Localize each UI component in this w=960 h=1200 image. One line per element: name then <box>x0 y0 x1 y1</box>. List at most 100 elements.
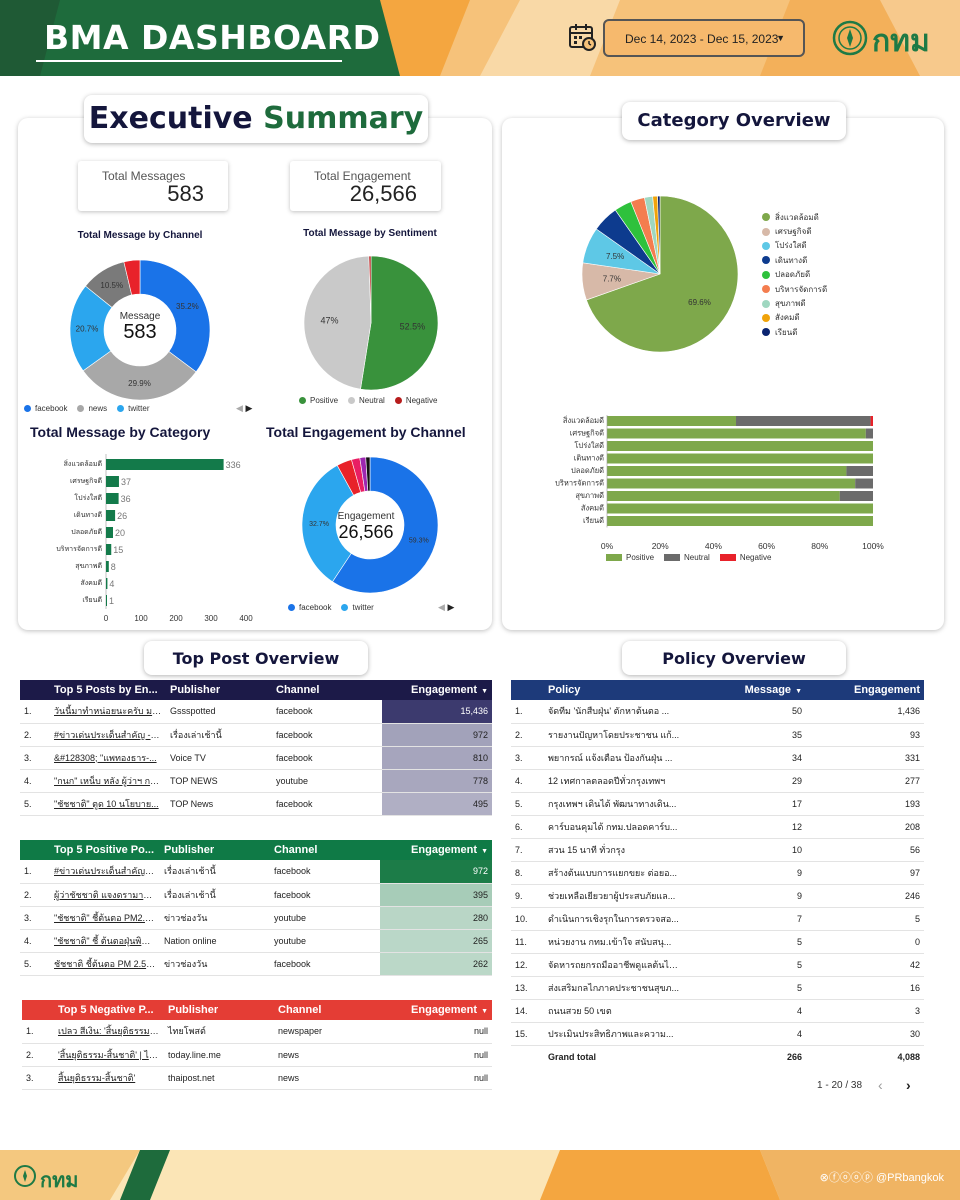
cell-post[interactable]: เปลว สีเงิน: 'สิ้นยุติธรรม-สิ้... <box>54 1020 164 1044</box>
pie-slice-news[interactable] <box>82 350 197 401</box>
page-prev-icon[interactable]: ‹ <box>878 1077 883 1093</box>
page-next-icon[interactable]: › <box>906 1077 911 1093</box>
table-row[interactable]: 13. ส่งเสริมกลไกภาคประชาชนสุขภ... 5 16 <box>511 976 924 1000</box>
stacked-bar-segment-neutral[interactable] <box>865 428 873 439</box>
engagement-by-channel-donut[interactable]: 59.3% 32.7% <box>300 453 440 598</box>
table-row[interactable]: 1. #ข่าวเด่นประเด็นสำคัญ - "... เรื่องเล่า… <box>20 860 492 884</box>
table-row[interactable]: 2. #ข่าวเด่นประเด็นสำคัญ - "ส... เรื่องเล่… <box>20 723 492 747</box>
table-row[interactable]: 3. พยากรณ์ แจ้งเตือน ป้องกันฝุ่น ... 34 331 <box>511 746 924 770</box>
message-by-category-bar-chart[interactable]: สิ่งแวดล้อมดี 336 เศรษฐกิจดี 37 โปร่งใสดี 36 เ… <box>20 448 260 626</box>
cell-post[interactable]: "ชัชชาติ" ชี้ ต้นตอฝุ่นพิษฯ... <box>50 929 160 953</box>
header-message[interactable]: Message ▼ <box>686 680 806 700</box>
message-by-channel-donut[interactable]: 35.2% 29.9% 20.7% 10.5% <box>60 250 220 410</box>
stacked-bar-segment-positive[interactable] <box>607 466 847 476</box>
table-row[interactable]: 15. ประเมินประสิทธิภาพและความ... 4 30 <box>511 1022 924 1046</box>
cell-post[interactable]: 'สิ้นยุติธรรม-สิ้นชาติ' | ไทย... <box>54 1043 164 1067</box>
pie-slice-Negative[interactable] <box>368 255 372 324</box>
cell-post[interactable]: วันนี้มาทำหน่อยนะครับ มาง... <box>50 700 166 724</box>
table-row[interactable]: 6. คาร์บอนคุมได้ กทม.ปลอดคาร์บ... 12 208 <box>511 815 924 839</box>
header-publisher[interactable]: Publisher <box>168 1004 219 1016</box>
stacked-bar-segment-neutral[interactable] <box>846 466 873 476</box>
table-row[interactable]: 1. เปลว สีเงิน: 'สิ้นยุติธรรม-สิ้... ไทยโพ… <box>22 1020 492 1044</box>
table-row[interactable]: 12. จัดหารถยกรถมืออาชีพดูแลต้นไม้... 5 42 <box>511 953 924 977</box>
stacked-bar-segment-positive[interactable] <box>607 416 737 426</box>
table-row[interactable]: 4. "ชัชชาติ" ชี้ ต้นตอฝุ่นพิษฯ... Nation o… <box>20 929 492 953</box>
table-row[interactable]: 7. สวน 15 นาที ทั่วกรุง 10 56 <box>511 838 924 862</box>
stacked-bar-segment-positive[interactable] <box>607 453 873 464</box>
table-row[interactable]: 14. ถนนสวย 50 เขต 4 3 <box>511 999 924 1023</box>
social-links[interactable]: ⊗ⓕⓞⓞⓟ @PRbangkok <box>820 1169 944 1185</box>
header-engagement[interactable]: Engagement ▼ <box>384 1000 492 1020</box>
stacked-bar-segment-neutral[interactable] <box>839 491 873 501</box>
table-row[interactable]: 2. ผู้ว่าชัชชาติ แจงดรามาคุม... เรื่องเล่า… <box>20 883 492 907</box>
header-engagement[interactable]: Engagement ▼ <box>380 840 492 860</box>
stacked-bar-segment-positive[interactable] <box>607 441 873 451</box>
pie-slice-Positive[interactable] <box>360 255 439 391</box>
caret-left-icon[interactable]: ◀ <box>438 602 445 612</box>
cell-post[interactable]: "กนก" เหน็บ หลัง ผู้ว่าฯ กท... <box>50 769 166 793</box>
stacked-bar-segment-positive[interactable] <box>607 428 866 439</box>
cell-post[interactable]: "ชัชชาติ" ชี้ต้นตอ PM2.5... <box>50 906 160 930</box>
stacked-bar-segment-positive[interactable] <box>607 478 856 489</box>
bar[interactable] <box>106 561 109 572</box>
bar[interactable] <box>106 578 108 589</box>
stacked-bar-segment-positive[interactable] <box>607 491 840 501</box>
pie-slice-facebook[interactable] <box>139 259 211 373</box>
bar[interactable] <box>106 510 116 521</box>
cell-post[interactable]: #ข่าวเด่นประเด็นสำคัญ - "ส... <box>50 723 166 747</box>
stacked-bar-segment-positive[interactable] <box>607 503 873 514</box>
message-by-sentiment-pie[interactable]: 52.5% 47% <box>296 248 446 398</box>
header-engagement[interactable]: Engagement <box>853 684 920 696</box>
cell-post[interactable]: ผู้ว่าชัชชาติ แจงดรามาคุม... <box>50 883 160 907</box>
category-pie-chart[interactable]: 69.6% 7.7% 7.5% <box>580 188 760 363</box>
cell-post[interactable]: สิ้นยุติธรรม-สิ้นชาติ' <box>54 1066 164 1090</box>
cell-post[interactable]: &#128308; "แพทองธาร-... <box>50 746 166 770</box>
table-row[interactable]: 2. 'สิ้นยุติธรรม-สิ้นชาติ' | ไทย... today.… <box>22 1043 492 1067</box>
table-row[interactable]: 2. รายงานปัญหาโดยประชาชน แก้... 35 93 <box>511 723 924 747</box>
table-row[interactable]: 11. หน่วยงาน กทม.เข้าใจ สนับสนุ... 5 0 <box>511 930 924 954</box>
table-row[interactable]: 1. จัดทีม 'นักสืบฝุ่น' ตักหาต้นตอ ... 50 1,… <box>511 700 924 724</box>
bar[interactable] <box>106 595 107 606</box>
date-range-picker[interactable]: Dec 14, 2023 - Dec 15, 2023 ▼ <box>603 19 805 57</box>
table-row[interactable]: 1. วันนี้มาทำหน่อยนะครับ มาง... Gssspotted… <box>20 700 492 724</box>
legend-pager[interactable]: ◀ ▶ <box>236 403 252 414</box>
header-post[interactable]: Top 5 Positive Po... <box>54 844 155 856</box>
caret-right-icon[interactable]: ▶ <box>447 602 455 612</box>
header-engagement[interactable]: Engagement ▼ <box>382 680 492 700</box>
table-row[interactable]: 4. 12 เทศกาลตลอดปีทั่วกรุงเทพฯ 29 277 <box>511 769 924 793</box>
header-channel[interactable]: Channel <box>274 844 318 856</box>
stacked-bar-segment-positive[interactable] <box>607 516 873 526</box>
table-row[interactable]: 3. &#128308; "แพทองธาร-... Voice TV faceboo… <box>20 746 492 770</box>
pie-slice-เรียนดี[interactable] <box>657 195 661 275</box>
legend-pager[interactable]: ◀ ▶ <box>438 602 454 613</box>
social-icons[interactable]: ⊗ⓕⓞⓞⓟ <box>819 1172 873 1184</box>
table-row[interactable]: 3. สิ้นยุติธรรม-สิ้นชาติ' thaipost.net news… <box>22 1066 492 1090</box>
table-row[interactable]: 5. ชัชชาติ ชี้ต้นตอ PM 2.5 ... ข่าวช่องวัน… <box>20 952 492 976</box>
header-post[interactable]: Top 5 Posts by En... <box>54 684 158 696</box>
table-row[interactable]: 8. สร้างต้นแบบการแยกขยะ ต่อยอ... 9 97 <box>511 861 924 885</box>
table-row[interactable]: 3. "ชัชชาติ" ชี้ต้นตอ PM2.5... ข่าวช่องวัน… <box>20 906 492 930</box>
bar[interactable] <box>106 544 112 555</box>
bar[interactable] <box>106 493 119 504</box>
table-row[interactable]: 9. ช่วยเหลือเยียวยาผู้ประสบภัยแล... 9 246 <box>511 884 924 908</box>
bar[interactable] <box>106 527 113 538</box>
header-post[interactable]: Top 5 Negative P... <box>58 1004 154 1016</box>
category-sentiment-stacked-bar[interactable]: สิ่งแวดล้อมดีเศรษฐกิจดีโปร่งใสดีเดินทางด… <box>520 408 920 568</box>
caret-right-icon[interactable]: ▶ <box>245 403 253 413</box>
stacked-bar-segment-neutral[interactable] <box>736 416 871 426</box>
cell-post[interactable]: "ชัชชาติ" ตูด 10 นโยบาย... <box>50 792 166 816</box>
header-publisher[interactable]: Publisher <box>164 844 215 856</box>
header-publisher[interactable]: Publisher <box>170 684 221 696</box>
table-row[interactable]: 10. ดำเนินการเชิงรุกในการตรวจสอ... 7 5 <box>511 907 924 931</box>
cell-post[interactable]: ชัชชาติ ชี้ต้นตอ PM 2.5 ... <box>50 952 160 976</box>
header-policy[interactable]: Policy <box>548 684 581 696</box>
stacked-bar-segment-negative[interactable] <box>870 416 873 426</box>
caret-left-icon[interactable]: ◀ <box>236 403 243 413</box>
pie-slice-other-4[interactable] <box>123 259 141 296</box>
cell-post[interactable]: #ข่าวเด่นประเด็นสำคัญ - "... <box>50 860 160 884</box>
pie-slice-facebook[interactable] <box>332 456 439 594</box>
pie-slice-twitter[interactable] <box>301 465 355 583</box>
header-channel[interactable]: Channel <box>276 684 320 696</box>
stacked-bar-segment-neutral[interactable] <box>855 478 873 489</box>
table-row[interactable]: 5. "ชัชชาติ" ตูด 10 นโยบาย... TOP News face… <box>20 792 492 816</box>
